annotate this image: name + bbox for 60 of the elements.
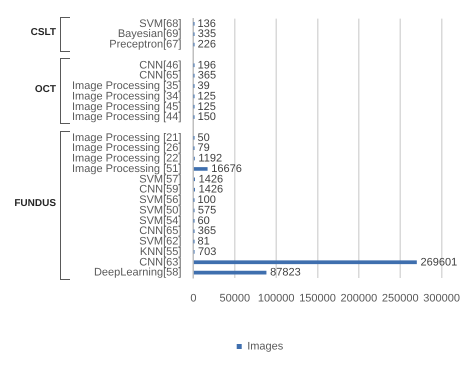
data-label: 269601	[420, 256, 458, 268]
data-label: 365	[198, 70, 216, 82]
data-label: 125	[198, 90, 216, 102]
data-label: 81	[198, 236, 210, 248]
x-tick-label: 300000	[423, 292, 460, 304]
y-tick-label: DeepLearning[58]	[94, 266, 182, 279]
y-tick-label: Image Processing [51]	[72, 162, 182, 175]
data-label: 1426	[198, 173, 224, 186]
x-tick-label: 150000	[299, 292, 336, 304]
data-label: 365	[198, 225, 216, 238]
data-label: 196	[198, 59, 216, 72]
text: FUNDUS	[13, 198, 56, 210]
data-label: 39	[197, 80, 210, 92]
data-label: 335	[198, 28, 216, 40]
y-tick-label: SVM[56]	[139, 194, 182, 206]
y-tick-label: CNN[46]	[139, 59, 182, 72]
y-tick-label: SVM[57]	[139, 173, 182, 186]
y-tick-label: SVM[50]	[139, 204, 182, 216]
data-label: 1192	[198, 152, 222, 165]
y-tick-label: SVM[68]	[139, 18, 182, 30]
data-label: 125	[198, 100, 216, 113]
data-label: 60	[197, 214, 210, 227]
data-label: 150	[198, 111, 216, 124]
text: OCT	[34, 84, 56, 96]
y-tick-label: SVM[62]	[139, 236, 182, 248]
y-tick-label: Image Processing [26]	[72, 142, 182, 154]
text: CSLT	[30, 27, 56, 38]
data-label: 16676	[211, 162, 242, 175]
data-label: 226	[198, 38, 216, 51]
data-label: 100	[198, 194, 216, 206]
x-tick-label: 50000	[220, 292, 250, 304]
y-tick-label: Image Processing [22]	[72, 152, 182, 165]
bar	[194, 167, 208, 171]
y-tick-label: Bayesian[69]	[118, 28, 182, 40]
y-tick-label: Image Processing [34]	[72, 90, 182, 102]
y-tick-label: Image Processing [35]	[72, 80, 182, 92]
y-tick-label: Preceptron[67]	[109, 38, 182, 51]
data-label: 136	[198, 18, 216, 30]
x-tick-label: 250000	[382, 292, 419, 304]
data-label: 703	[198, 246, 216, 258]
data-label: 79	[198, 142, 210, 154]
y-tick-label: Image Processing [44]	[72, 111, 182, 124]
x-tick-label: 200000	[340, 292, 378, 304]
legend-label: Images	[247, 340, 284, 353]
y-tick-label: CNN[59]	[139, 184, 182, 196]
y-tick-label: CNN[63]	[139, 256, 182, 268]
y-tick-label: KNN[55]	[140, 246, 182, 258]
bar	[194, 260, 417, 264]
data-label: 1426	[198, 184, 224, 196]
data-label: 87823	[270, 266, 301, 279]
y-tick-label: Image Processing [45]	[72, 100, 182, 113]
y-tick-label: Image Processing [21]	[72, 132, 182, 144]
data-label: 50	[197, 132, 210, 144]
x-tick-label: 100000	[258, 292, 295, 304]
y-tick-label: SVM[54]	[139, 214, 182, 227]
y-tick-label: CNN[65]	[139, 225, 182, 238]
data-label: 575	[198, 204, 216, 216]
y-tick-label: CNN[65]	[139, 70, 182, 82]
x-tick-label: 0	[190, 292, 197, 304]
bar	[194, 270, 266, 274]
